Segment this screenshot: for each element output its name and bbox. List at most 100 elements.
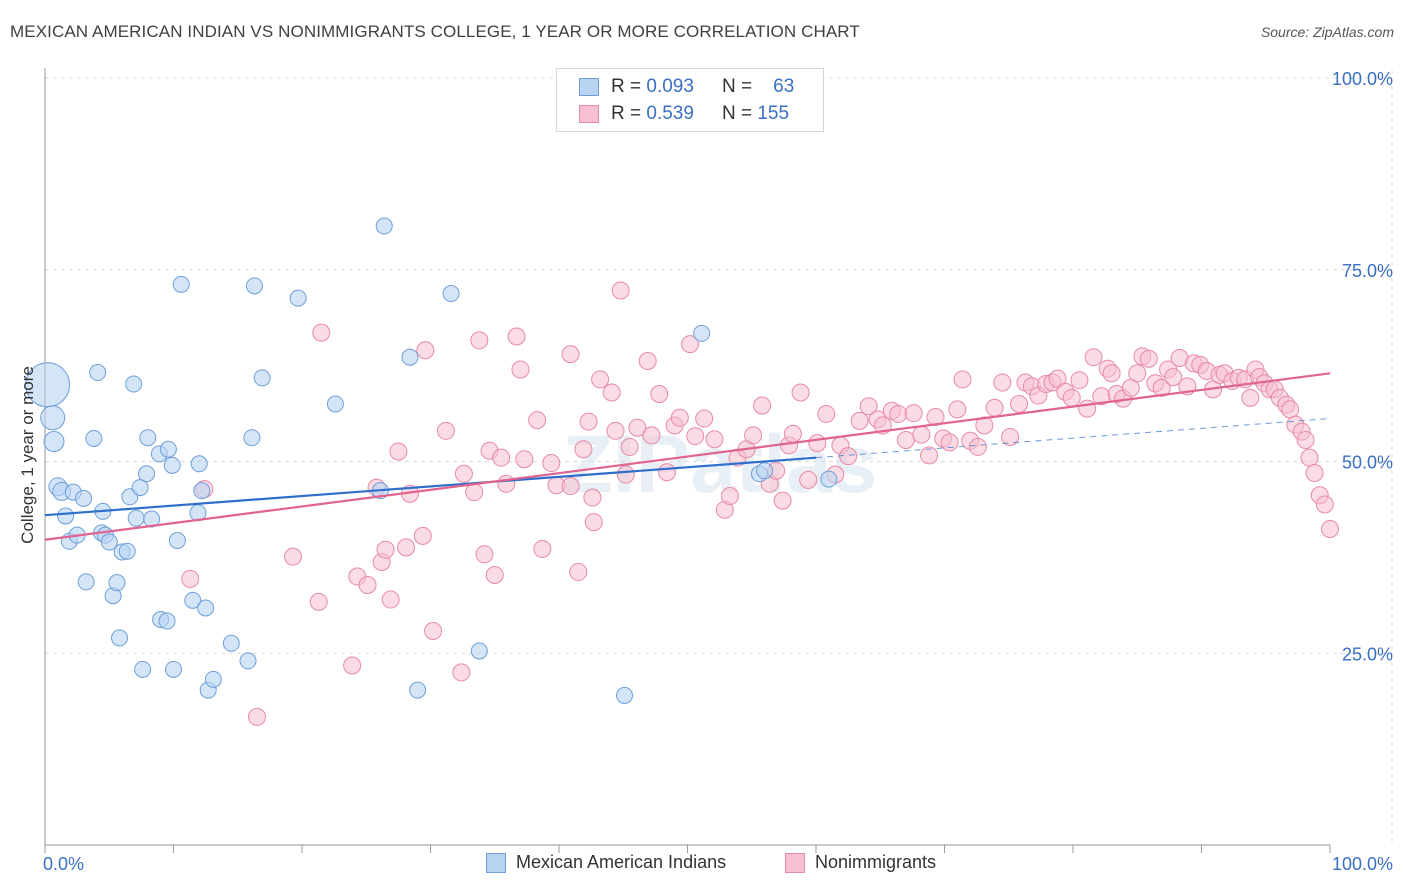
nonimmigrants-point (381, 590, 400, 609)
mexican-american-indians-point (693, 324, 711, 342)
mexican-american-indians-point (204, 670, 222, 688)
stats-legend-row-blue: R = 0.093 N = 63 (579, 75, 794, 99)
legend-item-mexican-american-indians[interactable]: Mexican American Indians (486, 852, 726, 873)
mexican-american-indians-point (401, 348, 419, 366)
nonimmigrants-point (309, 592, 328, 611)
r-value: 0.539 (646, 103, 694, 124)
nonimmigrants-point (1281, 400, 1300, 419)
blue-trend-extension (815, 418, 1331, 459)
nonimmigrants-point (1070, 371, 1089, 390)
nonimmigrants-point (638, 352, 657, 371)
nonimmigrants-point (561, 345, 580, 364)
nonimmigrants-point (753, 396, 772, 415)
mexican-american-indians-point (756, 462, 774, 480)
pink-swatch (785, 852, 805, 873)
mexican-american-indians-point (111, 629, 129, 647)
nonimmigrants-point (720, 487, 739, 506)
nonimmigrants-point (808, 434, 827, 453)
x-tick-label: 100.0% (1332, 854, 1393, 874)
nonimmigrants-point (920, 446, 939, 465)
nonimmigrants-point (791, 383, 810, 402)
nonimmigrants-point (620, 437, 639, 456)
legend-item-nonimmigrants[interactable]: Nonimmigrants (785, 852, 936, 873)
nonimmigrants-point (465, 483, 484, 502)
n-value: 155 (757, 103, 790, 124)
nonimmigrants-point (1300, 448, 1319, 467)
blue-trend-line (44, 456, 817, 517)
blue-swatch (486, 852, 506, 873)
nonimmigrants-point (591, 370, 610, 389)
nonimmigrants-point (642, 426, 661, 445)
mexican-american-indians-point (108, 574, 126, 592)
nonimmigrants-point (1078, 399, 1097, 418)
y-axis-label: College, 1 year or more (18, 366, 37, 544)
mexican-american-indians-points (25, 217, 838, 704)
nonimmigrants-point (817, 404, 836, 423)
nonimmigrants-point (1296, 431, 1315, 450)
mexican-american-indians-point (326, 395, 344, 413)
nonimmigrants-point (284, 547, 303, 566)
nonimmigrants-point (1164, 368, 1183, 387)
nonimmigrants-point (343, 656, 362, 675)
mexican-american-indians-point (222, 634, 240, 652)
nonimmigrants-point (657, 463, 676, 482)
nonimmigrants-point (528, 411, 547, 430)
nonimmigrants-point (542, 454, 561, 473)
nonimmigrants-point (681, 335, 700, 354)
mexican-american-indians-point (125, 375, 143, 393)
nonimmigrants-point (1001, 427, 1020, 446)
mexican-american-indians-point (40, 405, 66, 431)
nonimmigrants-point (574, 440, 593, 459)
source-credit: Source: ZipAtlas.com (1260, 24, 1394, 40)
mexican-american-indians-point (163, 456, 181, 474)
nonimmigrants-point (397, 538, 416, 557)
nonimmigrants-point (376, 540, 395, 559)
mexican-american-indians-point (165, 660, 182, 678)
nonimmigrants-point (515, 450, 534, 469)
nonimmigrants-point (744, 426, 763, 445)
mexican-american-indians-point (57, 507, 75, 525)
nonimmigrants-point (953, 370, 972, 389)
nonimmigrants-point (926, 408, 945, 427)
nonimmigrants-point (1315, 495, 1334, 514)
y-tick-label: 25.0% (1342, 644, 1393, 664)
nonimmigrants-point (628, 418, 647, 437)
nonimmigrants-point (413, 526, 432, 545)
nonimmigrants-point (416, 341, 435, 360)
nonimmigrants-point (686, 427, 705, 446)
nonimmigrants-point (452, 663, 471, 682)
nonimmigrants-point (912, 425, 931, 444)
nonimmigrants-point (783, 424, 802, 443)
nonimmigrants-point (492, 448, 511, 467)
mexican-american-indians-point (375, 217, 393, 235)
legend-label: Nonimmigrants (815, 852, 937, 872)
r-value: 0.093 (646, 76, 694, 97)
nonimmigrants-point (497, 474, 516, 493)
mexican-american-indians-point (197, 599, 215, 617)
nonimmigrants-point (670, 408, 689, 427)
nonimmigrants-point (695, 409, 714, 428)
chart-title: MEXICAN AMERICAN INDIAN VS NONIMMIGRANTS… (10, 22, 860, 41)
nonimmigrants-point (611, 281, 630, 300)
nonimmigrants-point (1102, 364, 1121, 383)
n-label: N = (721, 76, 753, 97)
nonimmigrants-point (583, 488, 602, 507)
mexican-american-indians-point (75, 489, 93, 507)
mexican-american-indians-point (243, 429, 261, 447)
tick-labels: 25.0% 50.0% 75.0% 100.0% 0.0% 100.0% (43, 69, 1393, 874)
mexican-american-indians-point (172, 275, 190, 293)
nonimmigrants-point (248, 707, 267, 726)
mexican-american-indians-point (118, 542, 136, 560)
grid-lines (45, 70, 1393, 845)
mexican-american-indians-point (89, 364, 107, 382)
r-label: R = (611, 103, 642, 124)
nonimmigrants-point (561, 477, 580, 496)
blue-swatch (579, 78, 599, 96)
mexican-american-indians-point (442, 285, 460, 303)
y-tick-label: 75.0% (1342, 261, 1393, 281)
stats-legend: R = 0.093 N = 63 R = 0.539 N = 155 (556, 68, 824, 132)
nonimmigrants-point (358, 575, 377, 594)
nonimmigrants-point (896, 431, 915, 450)
y-tick-label: 100.0% (1332, 69, 1393, 89)
